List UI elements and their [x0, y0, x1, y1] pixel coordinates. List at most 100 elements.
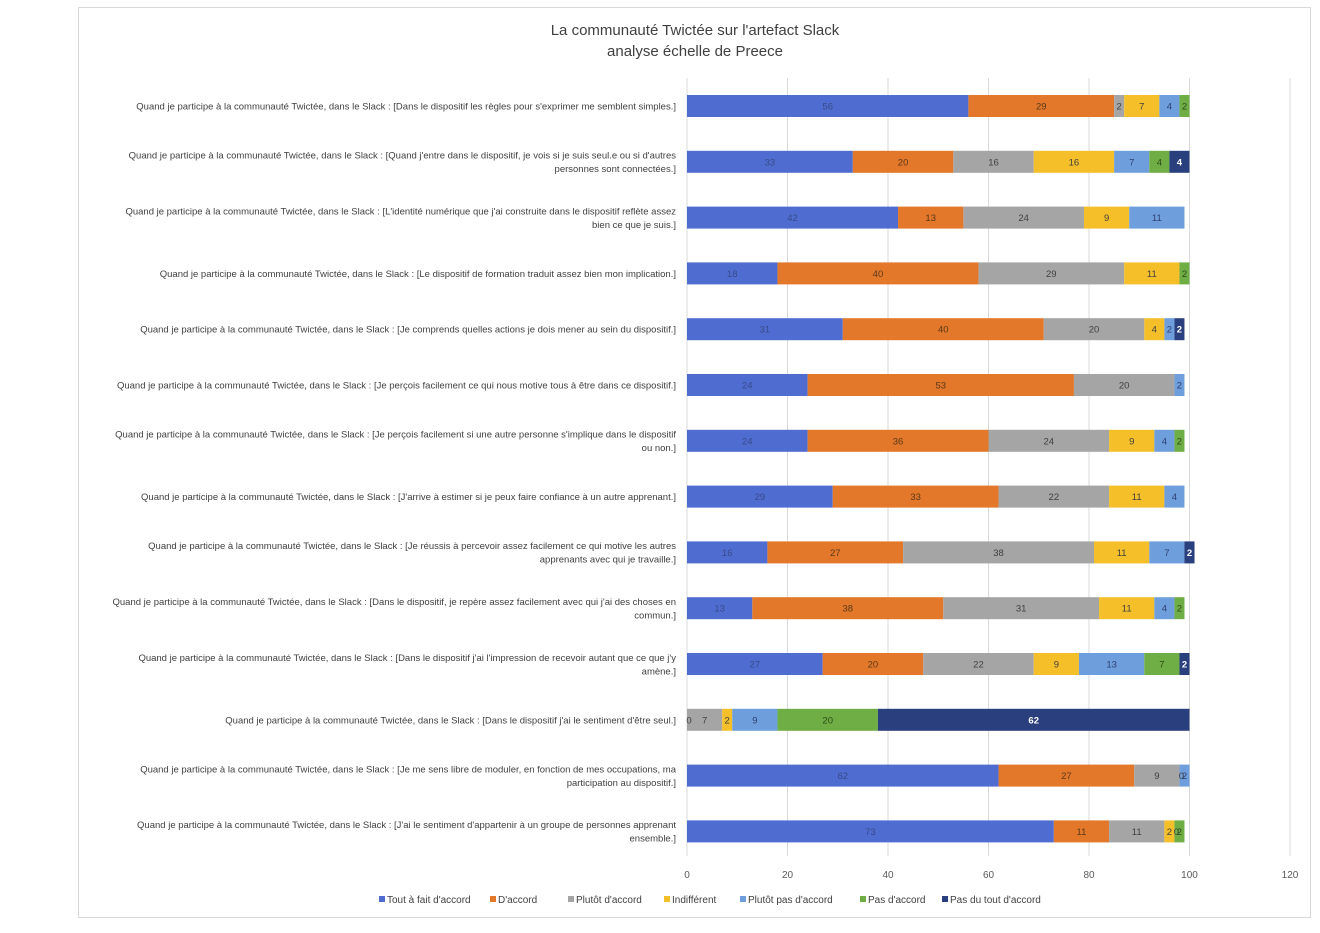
data-label: 73 — [865, 827, 876, 838]
bar-segment — [822, 653, 924, 675]
data-label-zero: 0 — [1174, 827, 1179, 838]
bar-segment — [1164, 318, 1175, 341]
bar-segment — [807, 429, 989, 452]
bar-segment — [722, 708, 733, 731]
data-label: 40 — [938, 325, 949, 336]
data-label: 7 — [1139, 102, 1144, 113]
bar-segment — [1149, 150, 1170, 173]
legend-swatch — [568, 896, 574, 902]
bar-segment — [687, 653, 823, 675]
data-label: 36 — [893, 436, 904, 447]
chart-subtitle: analyse échelle de Preece — [607, 43, 783, 60]
category-label: Quand je participe à la communauté Twict… — [141, 492, 676, 503]
data-label: 22 — [1049, 492, 1060, 503]
bar-segment — [1179, 653, 1190, 675]
bar-segment — [807, 374, 1074, 396]
bar-segment — [978, 262, 1125, 285]
data-label: 2 — [1182, 660, 1187, 671]
data-label: 2 — [1177, 827, 1182, 838]
data-label: 4 — [1152, 325, 1157, 336]
x-tick-label: 20 — [782, 870, 794, 881]
data-label: 13 — [1106, 660, 1117, 671]
category-label: Quand je participe à la communauté Twict… — [136, 102, 676, 113]
bar-segment — [1159, 95, 1180, 117]
category-label: Quand je participe à la communauté Twict… — [138, 653, 676, 678]
data-label: 16 — [1069, 157, 1080, 168]
bar-segment — [1174, 374, 1185, 396]
data-label: 33 — [765, 157, 776, 168]
data-label: 22 — [973, 660, 984, 671]
bar-segment — [1174, 429, 1185, 452]
data-label: 62 — [1028, 715, 1039, 726]
data-label: 4 — [1167, 102, 1172, 113]
data-label: 24 — [1018, 213, 1029, 224]
bar-segment — [687, 597, 753, 620]
category-label: Quand je participe à la communauté Twict… — [125, 206, 676, 231]
bar-segment — [923, 653, 1034, 675]
data-label: 29 — [1036, 102, 1047, 113]
x-tick-label: 40 — [882, 870, 894, 881]
data-label: 16 — [722, 548, 733, 559]
data-label: 20 — [1119, 381, 1130, 392]
category-label: Quand je participe à la communauté Twict… — [113, 597, 677, 622]
data-label: 4 — [1177, 157, 1183, 168]
bar-segment — [1174, 820, 1185, 843]
legend-swatch — [664, 896, 670, 902]
category-label: Quand je participe à la communauté Twict… — [117, 381, 676, 392]
data-label: 2 — [1167, 827, 1172, 838]
bar-segment — [1114, 150, 1150, 173]
data-label: 2 — [725, 715, 730, 726]
category-label: Quand je participe à la communauté Twict… — [140, 764, 677, 789]
stacked-bar-chart: La communauté Twictée sur l'artefact Sla… — [113, 22, 1299, 906]
bar-segment — [1124, 262, 1180, 285]
data-label: 31 — [1016, 604, 1027, 615]
data-label: 56 — [822, 102, 833, 113]
bar-segment — [687, 206, 899, 229]
data-label: 20 — [822, 715, 833, 726]
data-label: 7 — [702, 715, 707, 726]
bar-segment — [898, 206, 964, 229]
bar-segment — [687, 374, 808, 396]
x-axis-ticks: 0 20 40 60 80 100 120 — [684, 870, 1299, 881]
bar-segment — [1078, 653, 1145, 675]
data-label: 2 — [1117, 102, 1122, 113]
category-label: Quand je participe à la communauté Twict… — [148, 541, 676, 566]
data-label: 53 — [935, 381, 946, 392]
data-label: 4 — [1162, 604, 1167, 615]
bar-segment — [943, 597, 1100, 620]
data-label: 16 — [988, 157, 999, 168]
legend-entry: Plutôt pas d'accord — [748, 895, 833, 906]
bar-segment — [988, 429, 1110, 452]
bar-segment — [1033, 150, 1115, 173]
chart-title: La communauté Twictée sur l'artefact Sla… — [551, 22, 840, 39]
bar-segment — [1083, 206, 1130, 229]
legend: Tout à fait d'accord D'accord Plutôt d'acc… — [379, 895, 1041, 906]
data-label: 7 — [1164, 548, 1169, 559]
x-tick-label: 60 — [983, 870, 995, 881]
legend-entry: Pas du tout d'accord — [950, 895, 1041, 906]
data-label: 7 — [1159, 660, 1164, 671]
data-label: 11 — [1117, 548, 1127, 559]
legend-swatch — [942, 896, 948, 902]
bar-segment — [687, 820, 1054, 843]
data-label: 2 — [1187, 548, 1192, 559]
bar-segment — [1164, 485, 1185, 508]
data-label: 20 — [1089, 325, 1100, 336]
bar-segment — [777, 262, 979, 285]
data-label: 27 — [750, 660, 761, 671]
legend-swatch — [740, 896, 746, 902]
data-label: 31 — [760, 325, 771, 336]
bar-segment — [1179, 95, 1190, 117]
data-label: 9 — [1129, 436, 1134, 447]
bar-segment — [687, 429, 808, 452]
bar-segment — [687, 318, 843, 341]
bar-segment — [1174, 597, 1185, 620]
bar-segment — [968, 95, 1115, 117]
bar-segment — [767, 541, 904, 564]
category-label: Quand je participe à la communauté Twict… — [225, 715, 676, 726]
x-tick-label: 0 — [684, 870, 690, 881]
data-label: 24 — [1044, 436, 1055, 447]
data-label: 13 — [925, 213, 936, 224]
data-label: 4 — [1157, 157, 1162, 168]
